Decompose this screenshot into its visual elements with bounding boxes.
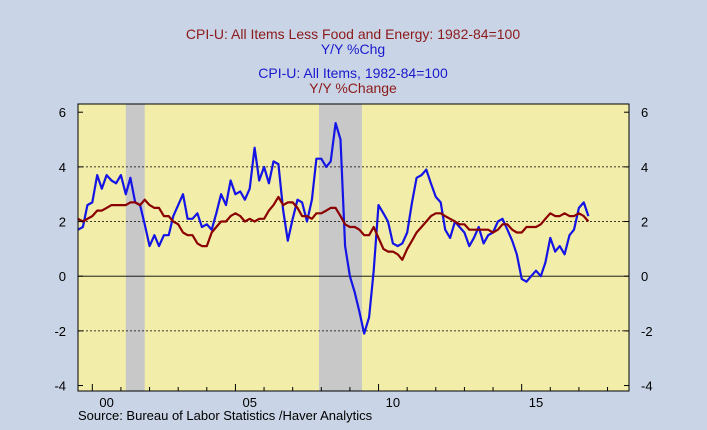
- x-tick-label: 05: [243, 395, 257, 410]
- x-tick-label: 10: [386, 395, 400, 410]
- y-tick-label-right: 6: [641, 105, 648, 120]
- chart-title-line-3: CPI-U: All Items, 1982-84=100: [258, 65, 448, 81]
- plot-area-border: [77, 103, 630, 392]
- series-lines: [77, 122, 590, 335]
- chart-title-line-4: Y/Y %Change: [309, 80, 397, 96]
- recession-band-1: [125, 104, 145, 391]
- y-tick-label-left: -2: [54, 324, 66, 339]
- headline-cpi-line: [77, 122, 590, 335]
- y-tick-label-right: 2: [641, 215, 648, 230]
- chart-title-line-1: CPI-U: All Items Less Food and Energy: 1…: [186, 26, 520, 42]
- y-tick-label-left: 0: [59, 269, 66, 284]
- core-cpi-line: [77, 195, 590, 261]
- y-tick-label-left: 4: [59, 160, 66, 175]
- y-tick-label-left: 6: [59, 105, 66, 120]
- axes: -4 -4-2 -20 02 24 46 600 05 10 15: [54, 105, 652, 410]
- source-note: Source: Bureau of Labor Statistics /Have…: [78, 408, 373, 423]
- x-tick-label: 00: [99, 395, 113, 410]
- y-tick-label-left: -4: [54, 379, 66, 394]
- y-tick-label-right: 0: [641, 269, 648, 284]
- gridlines: [78, 166, 629, 332]
- y-tick-label-left: 2: [59, 215, 66, 230]
- y-tick-label-right: -2: [641, 324, 653, 339]
- x-tick-label: 15: [529, 395, 543, 410]
- y-tick-label-right: -4: [641, 379, 653, 394]
- y-tick-label-right: 4: [641, 160, 648, 175]
- chart-title-line-2: Y/Y %Chg: [321, 41, 385, 57]
